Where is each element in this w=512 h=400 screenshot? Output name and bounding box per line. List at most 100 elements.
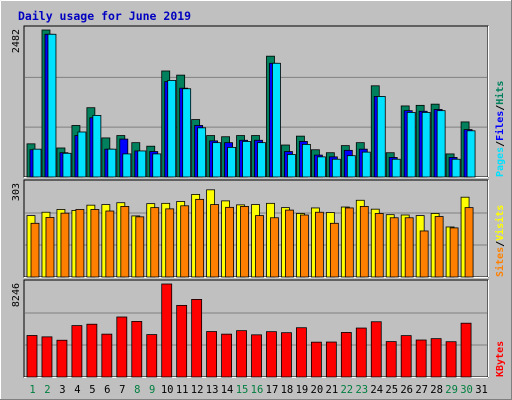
- x-tick-label: 6: [104, 384, 110, 396]
- bar-pages-day-8: [137, 150, 147, 178]
- bar-pages-day-21: [331, 158, 341, 178]
- bar-pages-day-27: [421, 112, 431, 178]
- bar-kbytes-day-8: [131, 320, 143, 378]
- bar-sites-day-21: [329, 222, 339, 278]
- x-tick-label: 1: [29, 384, 35, 396]
- bar-pages-day-23: [361, 151, 371, 178]
- bar-pages-day-20: [316, 156, 326, 178]
- bar-kbytes-day-19: [296, 327, 307, 378]
- x-tick-label: 9: [149, 384, 155, 396]
- bar-sites-day-3: [60, 212, 70, 278]
- bar-sites-day-8: [135, 216, 145, 278]
- x-tick-label: 2: [44, 384, 50, 396]
- kbytes-panel: 8246 KBytes: [11, 279, 506, 378]
- bar-pages-day-10: [167, 80, 177, 178]
- bar-pages-day-22: [346, 155, 356, 178]
- bar-kbytes-day-18: [281, 332, 292, 378]
- y-max-label: 8246: [11, 283, 22, 307]
- bar-pages-day-18: [287, 154, 296, 178]
- bar-sites-day-2: [45, 217, 55, 278]
- x-tick-label: 8: [134, 384, 140, 396]
- bar-kbytes-day-16: [251, 334, 262, 378]
- bar-kbytes-day-26: [400, 335, 412, 378]
- bar-pages-day-30: [466, 130, 476, 178]
- bar-sites-day-4: [75, 209, 85, 278]
- x-tick-label: 30: [460, 384, 473, 396]
- x-tick-label: 7: [119, 384, 125, 396]
- bar-sites-day-26: [404, 217, 414, 278]
- bar-sites-day-22: [344, 207, 354, 278]
- x-tick-label: 29: [445, 384, 458, 396]
- x-tick-label: 23: [355, 384, 368, 396]
- x-tick-label: 31: [475, 384, 488, 396]
- bar-pages-day-19: [302, 144, 311, 178]
- bar-pages-day-29: [451, 158, 461, 178]
- y-max-label: 303: [11, 183, 22, 201]
- chart-title: Daily usage for June 2019: [18, 9, 191, 23]
- bar-kbytes-day-4: [71, 325, 83, 378]
- bar-pages-day-16: [257, 142, 266, 178]
- bar-kbytes-day-20: [310, 341, 322, 378]
- legend-item-visits: Visits: [494, 205, 506, 241]
- bar-sites-day-20: [314, 211, 324, 278]
- visits-sites-panel: 303 Sites/Visits: [11, 179, 506, 278]
- legend-item-kbytes: KBytes: [495, 341, 506, 377]
- x-tick-label: 22: [340, 384, 353, 396]
- x-tick-label: 18: [281, 384, 294, 396]
- legend-item-hits: Hits: [494, 81, 506, 105]
- bar-pages-day-24: [376, 96, 386, 178]
- bar-sites-day-14: [225, 206, 234, 278]
- bar-sites-day-12: [195, 198, 205, 278]
- legend-item-files: Files: [494, 111, 506, 141]
- bar-pages-day-9: [152, 153, 162, 178]
- bar-sites-day-11: [180, 205, 190, 278]
- bar-pages-day-15: [242, 141, 251, 178]
- bar-kbytes-day-14: [221, 333, 232, 378]
- bar-kbytes-day-25: [385, 341, 397, 378]
- y-max-label: 2482: [11, 29, 22, 53]
- bar-pages-day-14: [227, 146, 236, 178]
- x-tick-label: 24: [370, 384, 383, 396]
- x-tick-label: 19: [296, 384, 309, 396]
- bar-kbytes-day-12: [191, 299, 203, 378]
- x-tick-label: 16: [251, 384, 264, 396]
- bar-sites-day-7: [120, 206, 130, 278]
- x-tick-label: 11: [176, 384, 189, 396]
- bar-kbytes-day-3: [56, 339, 68, 378]
- bar-sites-day-9: [150, 207, 160, 278]
- bar-kbytes-day-7: [116, 316, 128, 378]
- bar-kbytes-day-13: [206, 331, 218, 378]
- bar-pages-day-2: [47, 33, 57, 178]
- bar-kbytes-day-28: [430, 338, 442, 378]
- bar-sites-day-15: [240, 206, 249, 278]
- x-tick-label: 15: [236, 384, 249, 396]
- bar-pages-day-1: [32, 148, 42, 178]
- x-tick-label: 4: [74, 384, 80, 396]
- x-tick-label: 21: [326, 384, 339, 396]
- bar-kbytes-day-17: [266, 331, 277, 378]
- bar-sites-day-5: [90, 209, 100, 278]
- chart-panels: 2482Pages/Files/Hits303Sites/Visits8246K…: [11, 25, 506, 378]
- bar-pages-day-13: [212, 142, 222, 178]
- bar-kbytes-day-24: [370, 321, 382, 378]
- bar-pages-day-6: [107, 148, 117, 178]
- bar-sites-day-13: [210, 204, 220, 278]
- x-tick-label: 14: [221, 384, 234, 396]
- bar-kbytes-day-22: [340, 332, 352, 378]
- bar-kbytes-day-6: [101, 333, 113, 378]
- legend-separator: /: [495, 105, 506, 111]
- x-tick-label: 28: [430, 384, 443, 396]
- bar-pages-day-11: [182, 88, 192, 178]
- x-tick-label: 25: [385, 384, 398, 396]
- bar-kbytes-day-21: [325, 341, 337, 378]
- bar-sites-day-25: [389, 217, 399, 278]
- bar-pages-day-3: [62, 152, 72, 178]
- bar-pages-day-5: [92, 115, 102, 178]
- bar-kbytes-day-15: [236, 330, 247, 378]
- bar-pages-day-7: [122, 153, 132, 178]
- bar-kbytes-day-10: [161, 283, 173, 378]
- bar-kbytes-day-29: [445, 341, 457, 378]
- x-tick-label: 20: [311, 384, 324, 396]
- bar-pages-day-26: [406, 112, 416, 178]
- legend-item-pages: Pages: [495, 147, 506, 177]
